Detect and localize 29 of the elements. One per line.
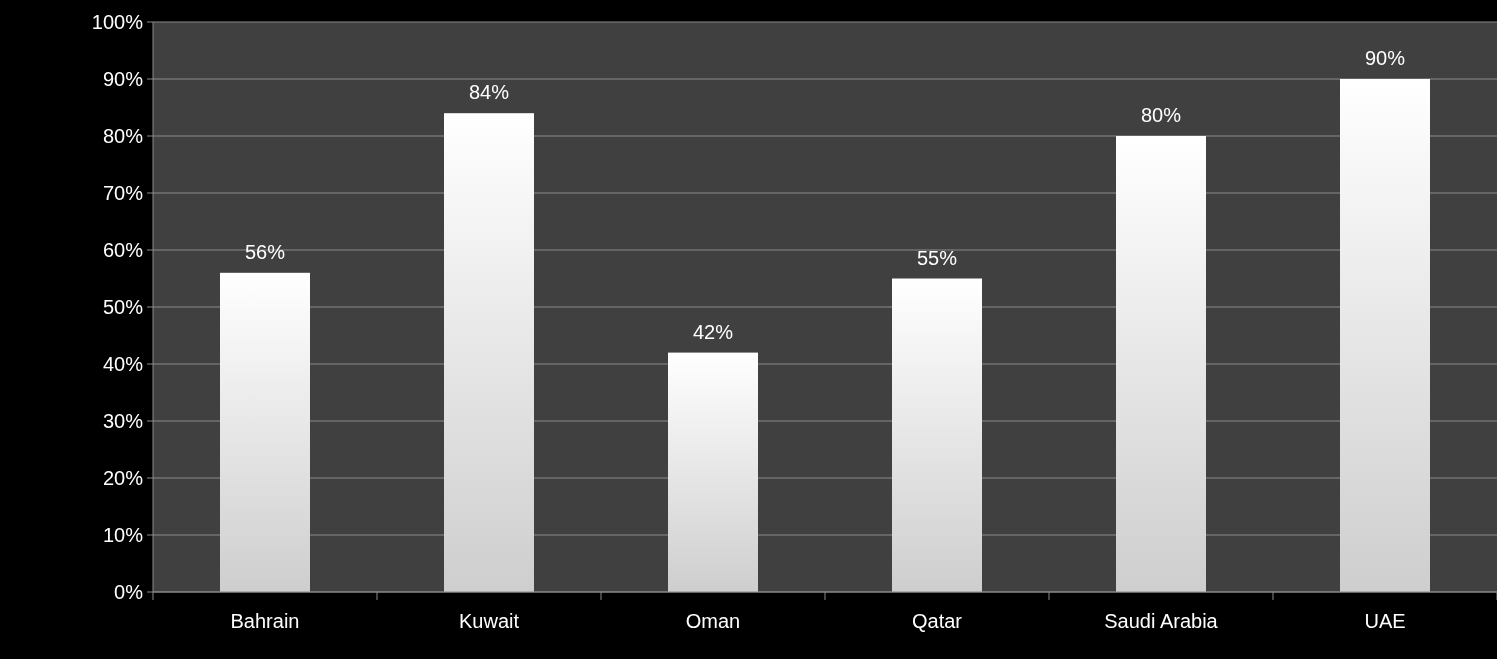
x-tick-label: Qatar — [911, 610, 963, 632]
bar — [1116, 136, 1206, 592]
x-tick-label: UAE — [1364, 610, 1406, 632]
bar — [1340, 79, 1430, 592]
bar — [444, 113, 534, 592]
x-tick-label: Oman — [685, 610, 741, 632]
y-tick-label: 60% — [102, 239, 144, 261]
y-tick-label: 40% — [102, 353, 144, 375]
y-tick-label: 90% — [102, 68, 144, 90]
y-tick-label: 80% — [102, 125, 144, 147]
y-tick-label: 30% — [102, 410, 144, 432]
x-tick-label: Kuwait — [458, 610, 520, 632]
y-tick-label: 0% — [114, 581, 144, 603]
data-label: 84% — [468, 81, 510, 104]
x-tick-label: Saudi Arabia — [1104, 610, 1219, 632]
x-tick-label: Bahrain — [230, 610, 300, 632]
data-label: 90% — [1364, 47, 1406, 69]
data-label: 55% — [916, 246, 958, 269]
y-tick-label: 10% — [102, 524, 144, 546]
data-label: 42% — [692, 320, 734, 343]
y-tick-label: 50% — [102, 296, 144, 318]
data-label: 56% — [244, 240, 286, 263]
bar — [668, 352, 758, 592]
bar — [892, 278, 982, 592]
bar — [220, 272, 310, 592]
data-label: 80% — [1140, 104, 1182, 126]
y-tick-label: 100% — [91, 11, 144, 33]
y-tick-label: 70% — [102, 182, 144, 204]
y-tick-label: 20% — [102, 467, 144, 489]
